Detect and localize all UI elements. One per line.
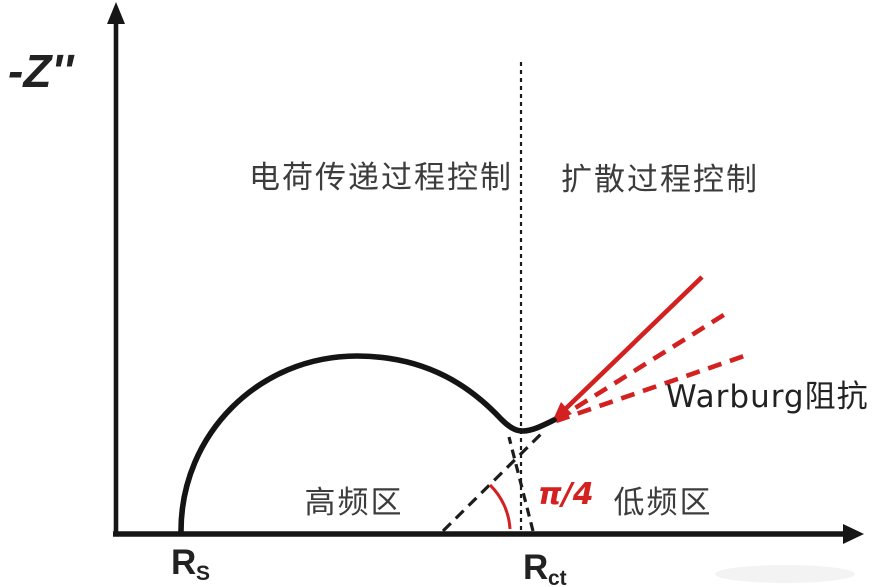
charge-transfer-region-label: 电荷传递过程控制: [249, 160, 513, 196]
warburg-impedance-label: Warburg阻抗: [666, 379, 869, 415]
warburg-dashed-line-upper: [554, 309, 732, 422]
rct-extrapolation-dashed-line: [507, 436, 535, 532]
warburg-solid-line: [552, 275, 704, 422]
y-axis-arrowhead-icon: [107, 2, 125, 24]
warburg-arrowhead-icon: [552, 402, 572, 422]
watermark-smudge: [715, 565, 855, 583]
high-frequency-label: 高频区: [305, 485, 404, 521]
pi4-angle-arc: [488, 483, 512, 530]
rs-label-base: R: [171, 543, 196, 582]
x-axis-arrowhead-icon: [843, 524, 864, 544]
impedance-semicircle-curve: [178, 353, 557, 534]
rct-label-subscript: ct: [548, 567, 567, 587]
rct-label-base: R: [523, 548, 548, 587]
pi4-angle-label: π/4: [538, 477, 594, 512]
y-axis-label: -Z'': [8, 45, 75, 97]
warburg-45deg-dashed-line: [441, 432, 543, 533]
warburg-dashed-line-lower: [555, 352, 748, 424]
rs-label-subscript: S: [196, 562, 210, 585]
low-frequency-label: 低频区: [614, 485, 713, 521]
diffusion-region-label: 扩散过程控制: [561, 162, 759, 198]
